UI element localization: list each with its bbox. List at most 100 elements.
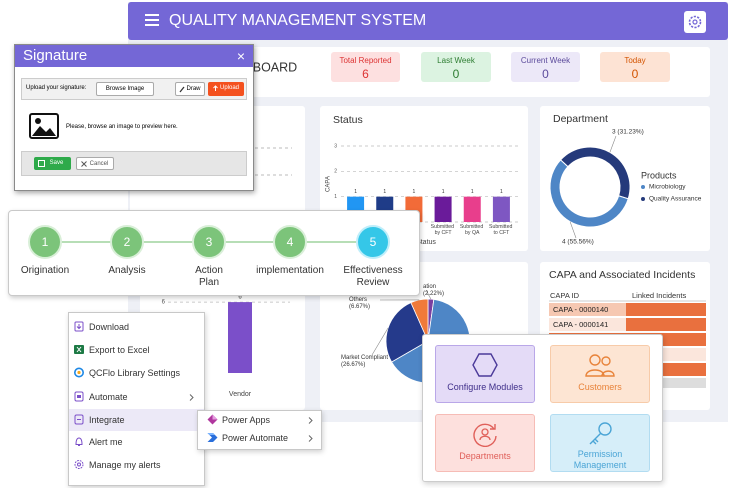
automate-icon [74,391,84,402]
y-tick-label: 6 [162,300,166,306]
menu-item-label: Download [89,322,130,332]
stat-card[interactable]: Current Week 0 [511,52,580,82]
dialog-title-bar: Signature × [15,45,253,67]
slice-label: Others (6.67%) [349,297,370,310]
hexagon-icon [472,353,498,377]
module-label: Permission Management [573,449,627,470]
table-cell-text: CAPA - 0000140 [553,305,608,314]
submenu-arrow [308,435,313,442]
menu-item[interactable]: Alert me [69,431,204,453]
x-tick-label: Submitted by CFT [431,224,456,236]
key-icon [589,422,612,445]
leader-line [425,289,432,300]
step-circle[interactable] [273,225,307,259]
settings-button[interactable] [684,11,706,33]
manage-alerts-icon [74,460,84,469]
stepper: 1 2 3 4 5 Origination Analysis Action Pl… [8,210,420,296]
menu-item[interactable]: Manage my alerts [69,454,204,476]
table-header: CAPA ID [550,291,580,300]
step-number: 1 [42,235,49,249]
legend-label: Microbiology [649,184,686,191]
stat-card[interactable]: Total Reported 6 [331,52,400,82]
submenu-arrow [308,417,313,424]
upload-button[interactable]: Upload [208,82,244,96]
settings-button-bg [684,11,706,33]
step-circle[interactable] [110,225,144,259]
bar-value-label: 1 [383,189,386,195]
save-button[interactable]: Save [34,157,71,170]
menu-item-highlighted[interactable]: Integrate [69,409,204,431]
library-settings-icon [74,367,84,378]
menu-icon[interactable] [145,14,159,26]
dialog-title: Signature [23,47,88,64]
menu-item[interactable]: Automate [69,386,204,408]
slice-label: Market Compliant (26.67%) [341,355,390,368]
module-tile[interactable]: Configure Modules [435,345,535,403]
upload-row: Upload your signature: Browse Image Draw… [21,78,247,100]
x-axis-label: Status [416,239,436,246]
upload-label: Upload your signature: [26,85,87,91]
power-apps-icon [207,414,218,425]
upload-button-label: Upload [219,85,239,91]
y-tick-label: 1 [334,194,337,200]
slice [559,146,631,200]
integrate-icon [74,414,84,425]
legend-swatch [641,197,645,201]
step-label: Effectiveness Review [343,265,403,288]
stat-card[interactable]: Today 0 [600,52,670,82]
bar-value-label: 1 [413,189,416,195]
menu-item[interactable]: Export to Excel [69,339,204,361]
chart: 6 6 Vendor [162,295,290,398]
step-number: 5 [370,235,377,249]
slice-label: ation (2.22%) [423,284,444,297]
y-axis-label: CAPA [326,176,332,192]
slice-label: 3 (31.23%) [612,129,644,136]
chart-title: Department [553,113,608,125]
table-cell [626,318,706,331]
legend-title: Products [641,170,677,180]
bell-icon [75,437,83,446]
menu-item-label: Export to Excel [89,345,150,355]
submenu: Power Apps Power Automate [197,410,322,450]
submenu-item-label: Power Apps [222,415,271,425]
signature-dialog: Signature × Upload your signature: Brows… [14,44,254,191]
menu-item[interactable]: Download [69,316,204,338]
step-circle[interactable] [28,225,62,259]
bar-value-label: 1 [500,189,503,195]
step-circle-active[interactable] [356,225,390,259]
power-automate-icon [207,433,218,442]
slice-label: 4 (55.56%) [562,239,594,246]
bar [463,196,481,222]
draw-button-label: Draw [186,86,201,92]
submenu-item[interactable]: Power Apps [198,409,321,431]
bar-value-label: 1 [354,189,357,195]
submenu-item-label: Power Automate [222,433,289,443]
close-button[interactable]: × [236,48,245,64]
menu-item[interactable]: QCFlo Library Settings [69,362,204,384]
gear-icon [688,15,702,29]
submenu-item[interactable]: Power Automate [198,427,321,449]
bar [228,302,252,373]
module-tile[interactable]: Customers [550,345,650,403]
module-label: Customers [578,382,622,392]
stat-card[interactable]: Last Week 0 [421,52,491,82]
browse-button[interactable]: Browse Image [96,82,154,96]
table-cell [626,303,706,316]
menu-item-label: Manage my alerts [89,460,161,470]
draw-button[interactable]: Draw [175,82,205,96]
x-tick-label: Vendor [229,391,252,398]
legend-label: Quality Assurance [649,196,702,203]
step-circle[interactable] [192,225,226,259]
step-label: Action Plan [195,265,223,288]
module-label: Configure Modules [447,382,523,392]
module-tile[interactable]: Permission Management [550,414,650,472]
cancel-button[interactable]: Cancel [76,157,114,170]
header-title: QUALITY MANAGEMENT SYSTEM [169,12,426,29]
menu-item-label: Integrate [89,415,125,425]
header-bar [128,2,728,40]
cancel-button-label: Cancel [89,161,109,167]
stat-value: 0 [542,67,549,81]
module-tile[interactable]: Departments [435,414,535,472]
step-label: Origination [20,265,70,276]
